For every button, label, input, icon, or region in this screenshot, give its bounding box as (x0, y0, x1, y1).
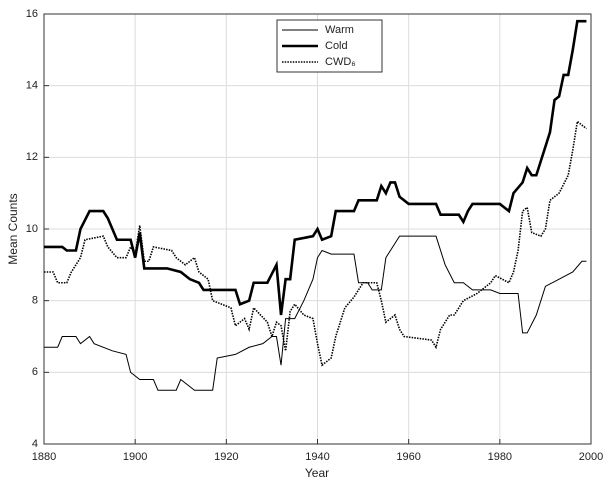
x-tick-label: 1940 (305, 451, 329, 463)
x-tick-label: 1880 (32, 451, 56, 463)
y-tick-label: 8 (32, 295, 38, 307)
x-tick-label: 1900 (123, 451, 147, 463)
y-tick-label: 10 (26, 223, 38, 235)
y-axis-label: Mean Counts (6, 193, 20, 264)
y-tick-label: 4 (32, 438, 38, 450)
series-line (44, 19, 587, 316)
plot-frame (43, 13, 592, 445)
series-line (44, 120, 587, 367)
legend-label: CWD₆ (325, 56, 356, 68)
x-tick-label: 1920 (214, 451, 238, 463)
series-line (44, 235, 587, 391)
y-tick-label: 16 (26, 8, 38, 20)
y-tick-label: 14 (26, 80, 38, 92)
x-tick-label: 1980 (488, 451, 512, 463)
x-axis-label: Year (305, 466, 329, 480)
x-tick-label: 2000 (579, 451, 603, 463)
x-tick-label: 1960 (396, 451, 420, 463)
legend-label: Cold (325, 40, 348, 52)
y-tick-label: 12 (26, 151, 38, 163)
legend-label: Warm (325, 24, 354, 36)
legend: Warm Cold CWD₆ (276, 19, 383, 73)
y-tick-label: 6 (32, 366, 38, 378)
